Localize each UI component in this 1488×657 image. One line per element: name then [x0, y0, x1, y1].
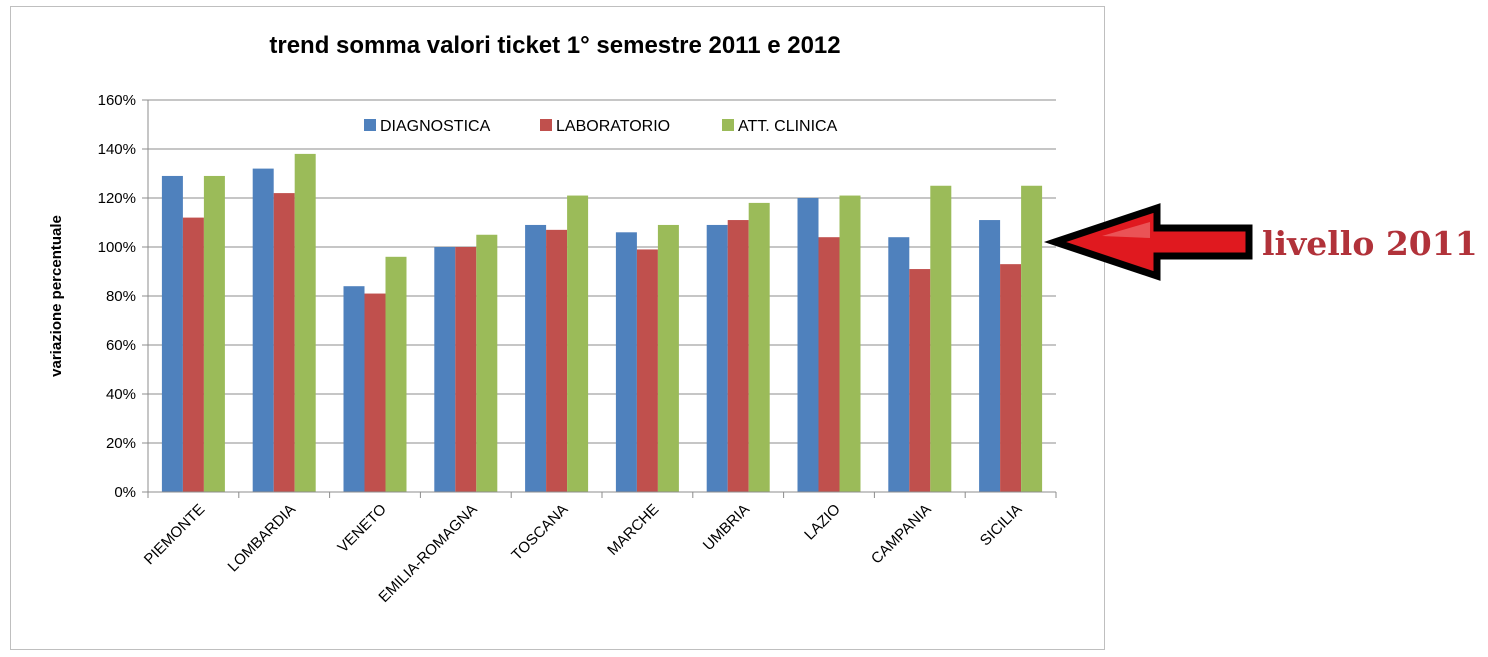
y-tick-label: 60%	[106, 337, 136, 354]
bar-laboratorio-toscana	[546, 229, 568, 492]
y-tick-label: 160%	[98, 92, 136, 109]
y-tick-label: 120%	[98, 190, 136, 207]
bar-laboratorio-umbria	[727, 220, 749, 493]
bar-laboratorio-lombardia	[273, 193, 295, 492]
bars	[161, 153, 1043, 493]
x-tick-label: MARCHE	[604, 501, 662, 559]
x-tick-label: LOMBARDIA	[225, 501, 300, 576]
chart-title: trend somma valori ticket 1° semestre 20…	[269, 32, 840, 59]
legend-swatch	[540, 119, 552, 131]
bar-diagnostica-sicilia	[979, 220, 1001, 493]
bar-att-clinica-veneto	[385, 256, 407, 492]
legend: DIAGNOSTICA LABORATORIO ATT. CLINICA	[364, 118, 838, 135]
bar-att-clinica-marche	[657, 224, 679, 492]
bar-att-clinica-emilia-romagna	[476, 234, 498, 492]
bar-att-clinica-piemonte	[203, 175, 225, 492]
y-tick-label: 20%	[106, 435, 136, 452]
legend-label: DIAGNOSTICA	[380, 118, 491, 135]
x-tick-label: EMILIA-ROMAGNA	[375, 501, 480, 606]
y-tick-label: 0%	[114, 484, 136, 501]
bar-laboratorio-emilia-romagna	[455, 247, 477, 492]
arrow-icon-shape	[1043, 203, 1253, 281]
legend-swatch	[364, 119, 376, 131]
bar-diagnostica-lazio	[797, 198, 819, 492]
bar-diagnostica-marche	[615, 232, 637, 493]
bar-laboratorio-lazio	[818, 237, 840, 492]
x-tick-label: VENETO	[334, 501, 389, 556]
bar-diagnostica-emilia-romagna	[434, 247, 456, 492]
bar-att-clinica-lazio	[839, 195, 861, 493]
bar-diagnostica-lombardia	[252, 168, 274, 492]
x-tick-label: CAMPANIA	[868, 501, 935, 568]
y-tick-label: 100%	[98, 239, 136, 256]
bar-att-clinica-campania	[930, 185, 952, 492]
bar-laboratorio-campania	[909, 269, 931, 492]
arrow-icon	[1043, 203, 1253, 281]
x-tick-label: LAZIO	[801, 501, 844, 544]
y-tick-label: 80%	[106, 288, 136, 305]
x-tick-label: SICILIA	[977, 501, 1026, 550]
legend-swatch	[722, 119, 734, 131]
bar-att-clinica-sicilia	[1021, 185, 1043, 492]
y-tick-label: 140%	[98, 141, 136, 158]
x-tick-label: UMBRIA	[700, 501, 753, 554]
bar-laboratorio-veneto	[364, 293, 386, 492]
x-tick-label: PIEMONTE	[141, 501, 208, 568]
y-tick-label: 40%	[106, 386, 136, 403]
bar-diagnostica-veneto	[343, 286, 365, 492]
bar-laboratorio-marche	[636, 249, 658, 492]
bar-laboratorio-sicilia	[1000, 264, 1022, 492]
y-axis-label: variazione percentuale	[48, 215, 65, 377]
bar-laboratorio-piemonte	[182, 217, 204, 492]
legend-label: LABORATORIO	[556, 118, 670, 135]
arrow-highlight	[1102, 222, 1150, 238]
annotation-label: livello 2011	[1262, 224, 1478, 263]
bar-att-clinica-toscana	[567, 195, 589, 493]
bar-diagnostica-campania	[888, 237, 910, 492]
bar-att-clinica-umbria	[748, 202, 770, 492]
x-tick-label: TOSCANA	[508, 501, 571, 564]
legend-label: ATT. CLINICA	[738, 118, 838, 135]
bar-diagnostica-piemonte	[161, 175, 183, 492]
bar-diagnostica-toscana	[525, 224, 547, 492]
bar-diagnostica-umbria	[706, 224, 728, 492]
bar-att-clinica-lombardia	[294, 153, 316, 492]
